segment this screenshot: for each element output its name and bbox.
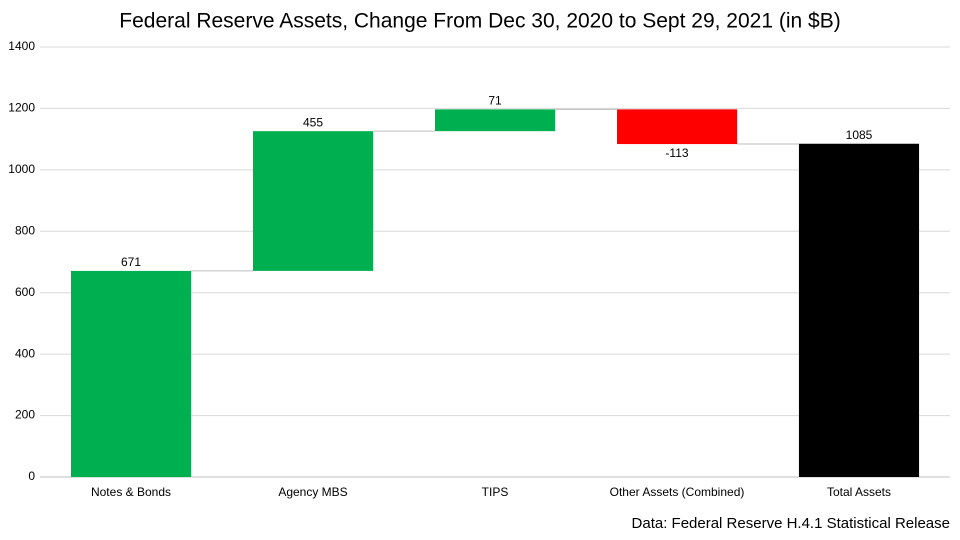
value-label: 1085 <box>846 128 873 142</box>
value-label: -113 <box>665 146 688 160</box>
x-tick-label: Total Assets <box>827 485 891 499</box>
bar <box>434 109 556 132</box>
value-label: 455 <box>303 115 323 129</box>
y-tick-label: 400 <box>15 346 35 360</box>
y-tick-label: 1400 <box>8 39 35 53</box>
y-tick-label: 1200 <box>8 101 35 115</box>
x-tick-label: TIPS <box>482 485 509 499</box>
y-tick-label: 1000 <box>8 162 35 176</box>
bar <box>616 109 738 145</box>
value-label: 671 <box>121 255 141 269</box>
x-tick-label: Notes & Bonds <box>91 485 171 499</box>
bar <box>70 270 192 477</box>
y-tick-label: 200 <box>15 408 35 422</box>
y-tick-label: 800 <box>15 223 35 237</box>
y-tick-label: 0 <box>28 469 35 483</box>
value-label: 71 <box>488 94 502 108</box>
source-note: Data: Federal Reserve H.4.1 Statistical … <box>632 515 950 532</box>
chart-title: Federal Reserve Assets, Change From Dec … <box>119 10 840 33</box>
bar <box>798 143 920 477</box>
x-tick-label: Other Assets (Combined) <box>610 485 745 499</box>
y-tick-label: 600 <box>15 285 35 299</box>
bar <box>252 131 374 271</box>
x-tick-label: Agency MBS <box>278 485 347 499</box>
